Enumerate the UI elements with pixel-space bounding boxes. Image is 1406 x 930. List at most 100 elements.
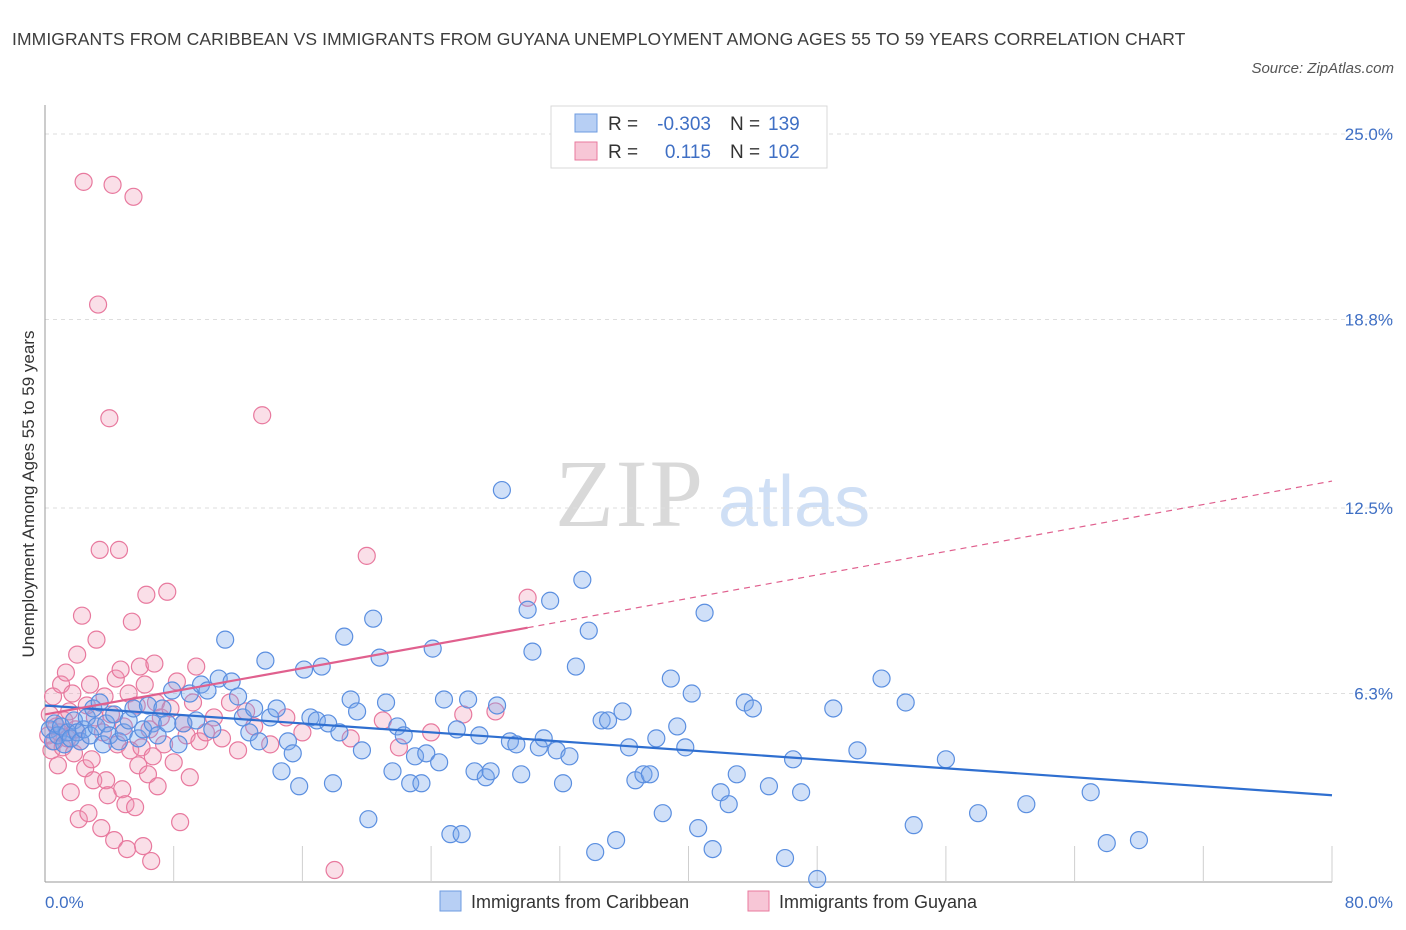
data-point-guyana — [142, 851, 161, 871]
data-point-guyana — [69, 810, 88, 829]
data-point-guyana — [341, 729, 360, 748]
data-point-guyana — [325, 860, 344, 880]
data-point-guyana — [137, 585, 156, 604]
data-point-caribbean — [245, 699, 264, 718]
data-point-caribbean — [872, 669, 891, 688]
x-axis-ticks — [173, 846, 1333, 882]
data-point-caribbean — [586, 842, 605, 862]
data-point-guyana — [61, 783, 80, 802]
data-point-caribbean — [187, 711, 206, 730]
data-point-caribbean — [405, 747, 425, 766]
data-point-caribbean — [676, 738, 695, 757]
data-point-guyana — [138, 765, 158, 784]
data-point-caribbean — [695, 603, 714, 622]
data-point-guyana — [187, 657, 206, 676]
data-point-caribbean — [668, 717, 687, 736]
data-point-caribbean — [613, 702, 632, 721]
data-point-caribbean — [383, 762, 402, 781]
legend-r-label-guyana: R = — [608, 142, 638, 163]
data-point-guyana — [74, 172, 93, 191]
data-point-caribbean — [560, 747, 579, 766]
legend-swatch-guyana — [574, 141, 598, 161]
data-point-guyana — [164, 753, 183, 772]
data-point-guyana — [88, 295, 108, 314]
data-point-guyana — [117, 839, 137, 859]
data-point-guyana — [103, 175, 122, 194]
data-point-guyana — [180, 768, 199, 787]
y-axis-label: Unemployment Among Ages 55 to 59 years — [19, 331, 38, 658]
data-point-caribbean — [634, 765, 653, 784]
data-point-caribbean — [364, 609, 383, 628]
data-point-caribbean — [323, 774, 343, 793]
data-point-caribbean — [541, 591, 560, 610]
data-point-caribbean — [352, 741, 372, 760]
watermark-zip: ZIP — [555, 440, 705, 547]
data-point-guyana — [80, 675, 100, 694]
data-point-caribbean — [743, 699, 762, 718]
data-point-guyana — [190, 732, 209, 751]
data-point-guyana — [135, 675, 154, 694]
data-point-caribbean — [1081, 783, 1100, 802]
data-point-caribbean — [80, 726, 100, 745]
data-point-guyana — [68, 645, 87, 664]
data-point-caribbean — [759, 777, 779, 796]
bottom-legend-label-caribbean: Immigrants from Caribbean — [471, 892, 689, 912]
gridlines — [45, 133, 1393, 695]
data-point-guyana — [154, 735, 174, 754]
legend-r-value-guyana: 0.115 — [665, 142, 711, 163]
data-point-caribbean — [465, 762, 484, 781]
data-point-caribbean — [808, 869, 827, 889]
data-point-caribbean — [290, 777, 309, 796]
bottom-legend-swatch-caribbean — [439, 890, 462, 912]
data-point-guyana — [90, 540, 109, 559]
y-tick-labels: 6.3% 12.5% 18.8% 25.0% — [1345, 125, 1393, 704]
data-point-guyana — [56, 663, 76, 682]
data-point-caribbean — [848, 741, 867, 760]
legend-n-value-guyana: 102 — [768, 142, 800, 163]
data-point-caribbean — [775, 848, 795, 868]
data-point-caribbean — [370, 648, 389, 667]
data-point-guyana — [143, 747, 162, 766]
y-tick-label: 25.0% — [1345, 125, 1393, 144]
data-point-caribbean — [579, 621, 598, 640]
x-tick-label-max: 80.0% — [1345, 893, 1393, 912]
data-point-caribbean — [330, 723, 349, 742]
y-tick-label: 18.8% — [1345, 311, 1393, 330]
data-point-caribbean — [158, 714, 177, 733]
data-point-guyana — [82, 750, 101, 769]
data-point-caribbean — [727, 765, 746, 784]
data-point-caribbean — [434, 690, 454, 709]
data-point-guyana — [253, 406, 272, 425]
legend-r-value-caribbean: -0.303 — [657, 114, 711, 135]
legend-n-label-caribbean: N = — [730, 114, 760, 135]
data-point-caribbean — [412, 774, 431, 793]
data-point-guyana — [105, 831, 124, 850]
data-point-caribbean — [640, 765, 659, 784]
data-point-caribbean — [256, 651, 275, 670]
data-point-caribbean — [148, 726, 167, 745]
data-point-guyana — [79, 804, 98, 823]
data-point-caribbean — [1017, 795, 1036, 814]
data-point-caribbean — [507, 735, 526, 754]
data-point-guyana — [95, 687, 114, 706]
data-point-caribbean — [487, 696, 507, 715]
data-point-guyana — [122, 612, 141, 631]
bottom-legend: Immigrants from Caribbean Immigrants fro… — [439, 890, 978, 912]
data-point-caribbean — [272, 762, 291, 781]
data-point-guyana — [148, 777, 167, 796]
data-point-caribbean — [512, 765, 531, 784]
data-point-caribbean — [719, 795, 738, 814]
data-point-caribbean — [169, 735, 188, 754]
data-point-caribbean — [1097, 834, 1116, 853]
data-point-caribbean — [71, 732, 90, 751]
data-point-caribbean — [936, 750, 956, 769]
data-point-caribbean — [376, 693, 396, 712]
data-point-caribbean — [573, 570, 592, 589]
data-point-guyana — [124, 187, 143, 206]
data-point-caribbean — [598, 711, 618, 730]
data-point-caribbean — [523, 642, 542, 661]
data-point-caribbean — [703, 839, 722, 859]
legend-swatch-caribbean — [574, 113, 598, 133]
y-tick-label: 6.3% — [1354, 685, 1393, 704]
